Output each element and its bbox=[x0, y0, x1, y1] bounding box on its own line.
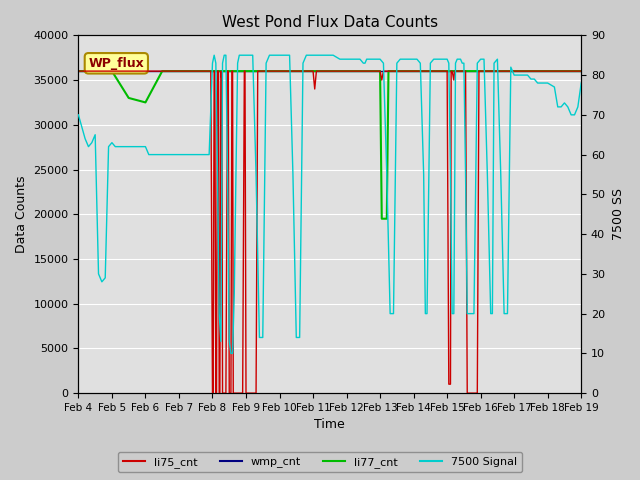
Y-axis label: 7500 SS: 7500 SS bbox=[612, 188, 625, 240]
Title: West Pond Flux Data Counts: West Pond Flux Data Counts bbox=[221, 15, 438, 30]
Text: WP_flux: WP_flux bbox=[88, 57, 144, 70]
Legend: li75_cnt, wmp_cnt, li77_cnt, 7500 Signal: li75_cnt, wmp_cnt, li77_cnt, 7500 Signal bbox=[118, 452, 522, 472]
Y-axis label: Data Counts: Data Counts bbox=[15, 176, 28, 253]
X-axis label: Time: Time bbox=[314, 419, 345, 432]
